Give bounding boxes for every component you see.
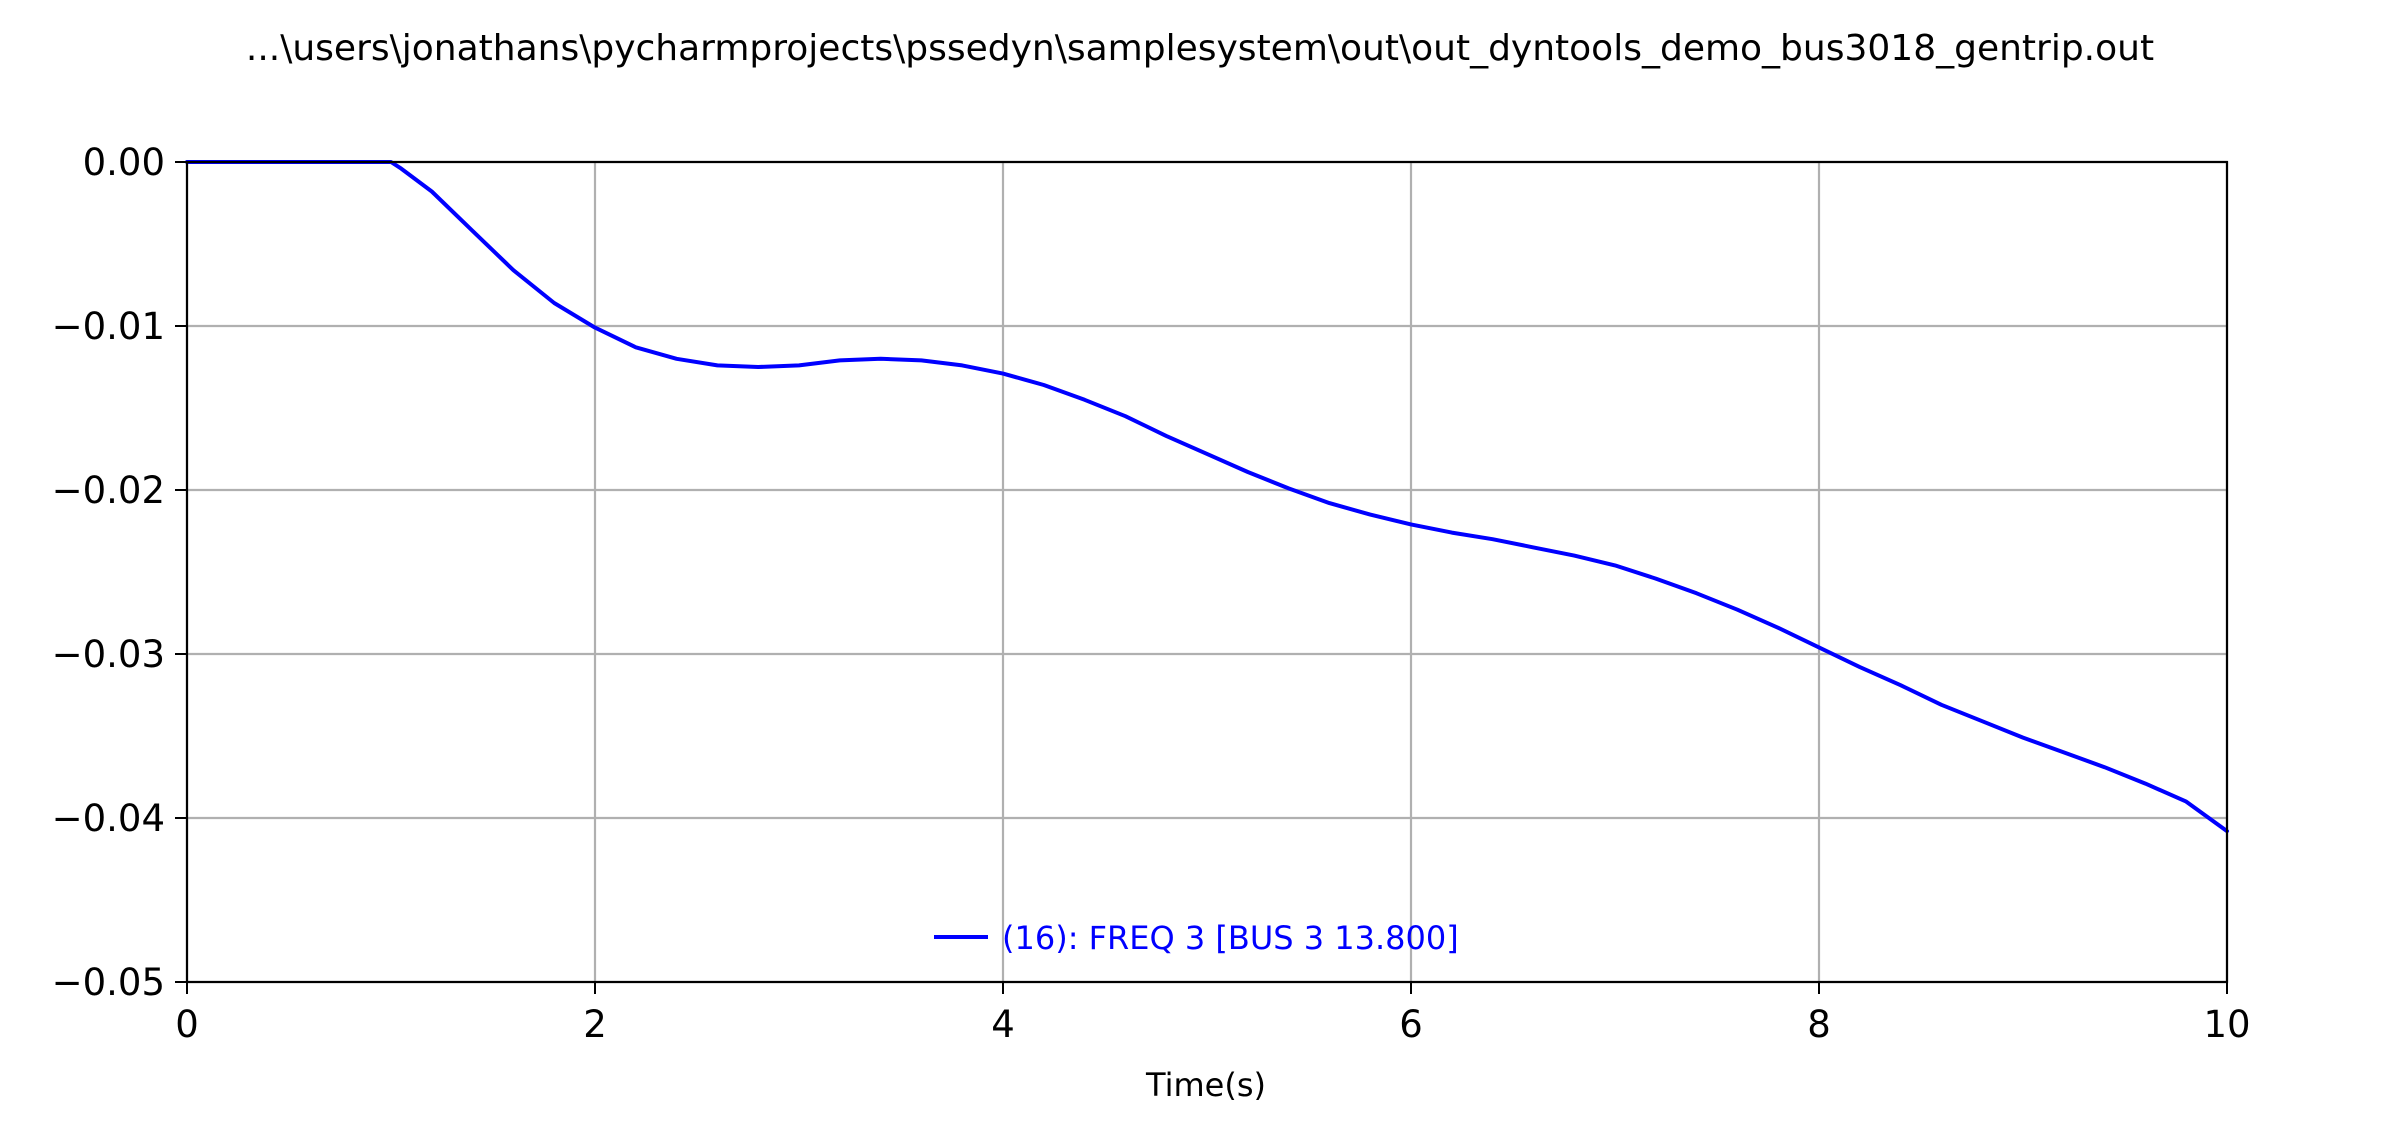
- x-tick-label: 4: [991, 1003, 1015, 1046]
- chart-title: ...\users\jonathans\pycharmprojects\psse…: [246, 28, 2154, 69]
- y-tick-label: 0.00: [83, 141, 165, 184]
- legend: (16): FREQ 3 [BUS 3 13.800]: [934, 919, 1459, 957]
- x-axis-label: Time(s): [1145, 1066, 1266, 1104]
- x-tick-label: 8: [1807, 1003, 1831, 1046]
- x-axis: 0 2 4 6 8 10: [175, 982, 2251, 1046]
- y-tick-label: −0.04: [52, 797, 165, 840]
- series-line: [185, 160, 2229, 834]
- y-axis: 0.00 −0.01 −0.02 −0.03 −0.04 −0.05: [52, 141, 187, 1004]
- y-tick-label: −0.02: [52, 469, 165, 512]
- x-tick-label: 0: [175, 1003, 199, 1046]
- x-tick-label: 10: [2203, 1003, 2250, 1046]
- series-layer: [185, 160, 2229, 834]
- y-tick-label: −0.01: [52, 305, 165, 348]
- grid: [185, 160, 2229, 984]
- x-tick-label: 6: [1399, 1003, 1423, 1046]
- x-tick-label: 2: [583, 1003, 607, 1046]
- plot-frame: [185, 160, 2229, 984]
- legend-label: (16): FREQ 3 [BUS 3 13.800]: [1002, 919, 1459, 957]
- y-tick-label: −0.05: [52, 961, 165, 1004]
- y-tick-label: −0.03: [52, 633, 165, 676]
